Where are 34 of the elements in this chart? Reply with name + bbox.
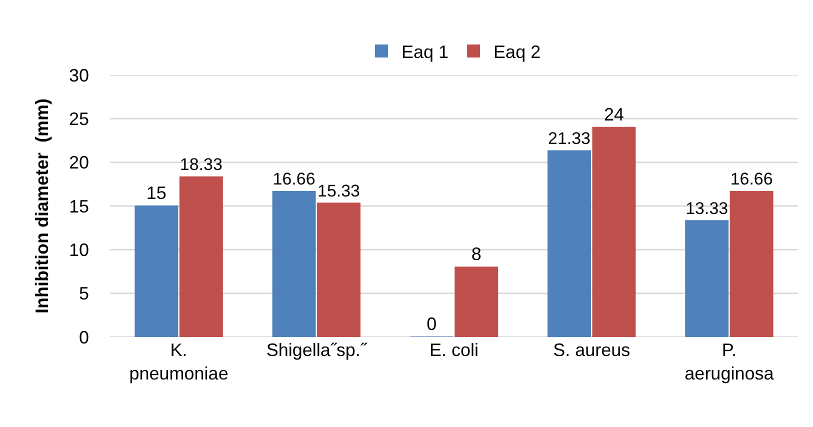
data-label: 16.66 <box>272 170 316 189</box>
x-tick-label: K. pneumoniae <box>129 340 228 384</box>
bar <box>548 150 591 337</box>
data-label: 15.33 <box>318 181 360 200</box>
x-tick-label: E. coli <box>429 340 479 360</box>
data-label: 21.33 <box>548 128 590 148</box>
data-label: 15 <box>146 183 166 203</box>
data-label: 0 <box>426 314 437 334</box>
y-tick-label: 25 <box>68 108 89 129</box>
y-axis-title: Inhibition diameter (mm) <box>32 98 52 314</box>
data-label: 16.66 <box>730 170 773 189</box>
data-label: 8 <box>471 244 482 264</box>
y-tick-label: 15 <box>68 196 89 216</box>
y-tick-label: 20 <box>68 152 89 173</box>
data-label: 24 <box>604 104 624 124</box>
bar <box>454 266 498 337</box>
x-tick-label: P. aeruginosa <box>684 340 775 384</box>
x-tick-label: Shigella˝sp.˝ <box>266 340 368 360</box>
bar <box>317 202 360 337</box>
y-tick-label: 5 <box>78 284 89 304</box>
bar <box>592 126 636 337</box>
y-tick-label: 30 <box>68 65 89 86</box>
data-label: 13.33 <box>686 198 728 218</box>
data-label: 18.33 <box>180 155 222 174</box>
x-tick-label: S. aureus <box>553 340 630 360</box>
legend-label: Eaq 1 <box>402 42 449 62</box>
bar <box>179 176 223 337</box>
y-tick-label: 0 <box>78 327 89 348</box>
bar <box>685 220 729 337</box>
bar <box>134 206 178 337</box>
bar <box>272 191 316 337</box>
legend-label: Eaq 2 <box>494 42 541 62</box>
y-tick-label: 10 <box>68 240 89 260</box>
bar <box>730 191 774 337</box>
